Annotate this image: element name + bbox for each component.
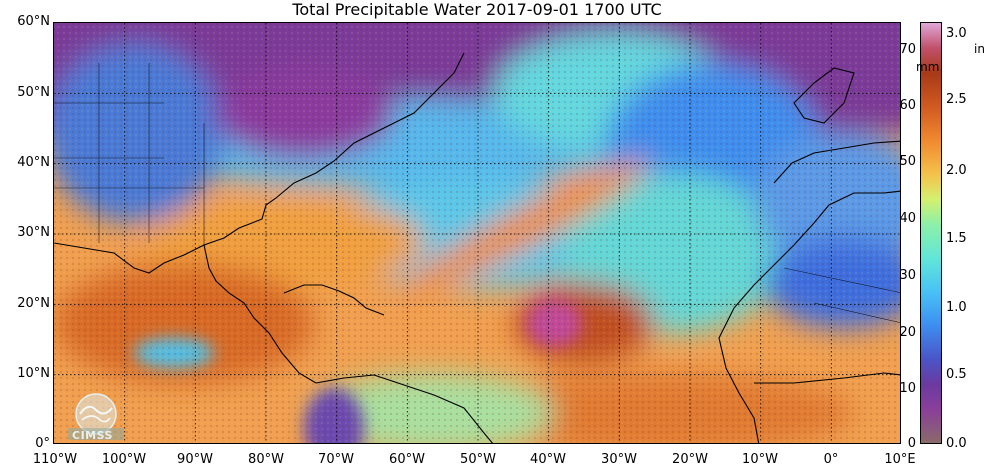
- colorbar-tick-in: 0.5: [946, 367, 967, 382]
- colorbar-tick-mm: 50: [899, 154, 916, 169]
- lon-label-80w: 80°W: [248, 452, 284, 467]
- colorbar-tick-mm: 40: [899, 211, 916, 226]
- colorbar-tick-in: 2.0: [946, 163, 967, 178]
- lon-label-40w: 40°W: [530, 452, 566, 467]
- cimss-logo-text: CIMSS: [72, 429, 113, 442]
- lat-label-50n: 50°N: [17, 85, 50, 100]
- colorbar-tick-in: 3.0: [946, 26, 967, 41]
- colorbar-tick-mm: 30: [899, 268, 916, 283]
- lon-label-100w: 100°W: [101, 452, 147, 467]
- lon-label-60w: 60°W: [389, 452, 425, 467]
- coastlines: [54, 52, 900, 443]
- colorbar-tick-mm: 60: [899, 98, 916, 113]
- borders: [54, 63, 900, 323]
- lat-label-10n: 10°N: [17, 366, 50, 381]
- lon-label-20w: 20°W: [672, 452, 708, 467]
- map-image: [54, 23, 900, 443]
- lon-label-50w: 50°W: [460, 452, 496, 467]
- lat-label-0: 0°: [35, 436, 50, 451]
- lon-label-0: 0°: [823, 452, 839, 467]
- colorbar-tick-in: 2.5: [946, 92, 967, 107]
- lat-label-20n: 20°N: [17, 296, 50, 311]
- graticule: [54, 23, 900, 443]
- colorbar-tick-in: 1.0: [946, 300, 967, 315]
- colorbar-tick-mm: 20: [899, 325, 916, 340]
- lon-label-70w: 70°W: [318, 452, 354, 467]
- lat-label-60n: 60°N: [17, 14, 50, 29]
- lon-label-10w: 10°W: [742, 452, 778, 467]
- lon-label-10e: 10°E: [884, 452, 916, 467]
- lon-label-90w: 90°W: [177, 452, 213, 467]
- colorbar-unit-mm: mm: [916, 60, 940, 74]
- colorbar-tick-in: 0.0: [946, 436, 967, 451]
- colorbar-tick-mm: 70: [899, 42, 916, 57]
- cimss-logo: [68, 393, 124, 440]
- colorbar: [920, 22, 942, 444]
- colorbar-unit-in: in: [974, 42, 985, 56]
- map-title: Total Precipitable Water 2017-09-01 1700…: [292, 0, 662, 19]
- lat-label-40n: 40°N: [17, 155, 50, 170]
- lon-label-30w: 30°W: [601, 452, 637, 467]
- lat-label-30n: 30°N: [17, 225, 50, 240]
- colorbar-tick-in: 1.5: [946, 231, 967, 246]
- precipitable-water-map: [53, 22, 901, 444]
- colorbar-tick-mm: 10: [899, 381, 916, 396]
- colorbar-tick-mm: 0: [907, 436, 916, 451]
- lon-label-110w: 110°W: [32, 452, 78, 467]
